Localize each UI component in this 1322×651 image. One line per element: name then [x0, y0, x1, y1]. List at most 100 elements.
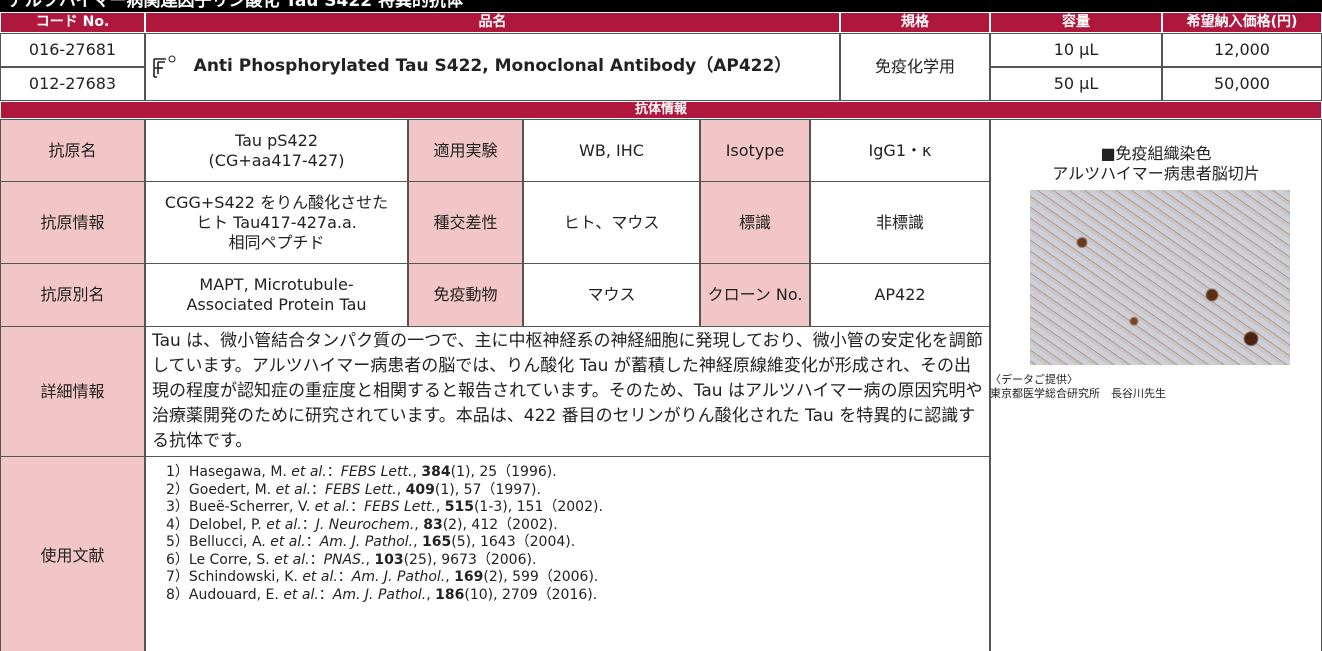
ref-volume: 169 [454, 569, 484, 585]
info-value: MAPT, Microtubule- Associated Protein Ta… [145, 263, 408, 327]
info-label: 適用実験 [408, 119, 523, 182]
figure-credit: 〈データご提供〉 東京都医学総合研究所 長谷川先生 [990, 373, 1166, 400]
grade-cell: 免疫化学用 [840, 33, 990, 101]
ref-sep: , [435, 499, 445, 515]
info-label: 抗原名 [0, 119, 145, 182]
fluor-icon [153, 55, 176, 78]
ref-volume: 186 [435, 586, 465, 603]
info-label: 免疫動物 [408, 263, 523, 327]
ref-mid: ： [311, 481, 326, 498]
ref-tail: (1), 57（1997). [434, 481, 541, 498]
info-value: 非標識 [810, 181, 990, 264]
price-cell: 50,000 [1162, 66, 1322, 101]
ref-volume: 103 [374, 551, 404, 568]
ref-volume: 83 [423, 516, 443, 533]
ref-mid: ： [301, 516, 316, 533]
info-label: クローン No. [700, 263, 810, 327]
ref-sep: , [426, 586, 436, 603]
ref-mid: ： [337, 569, 352, 585]
reference: 1）Hasegawa, M. et al.：FEBS Lett., 384(1)… [166, 464, 989, 482]
info-value: IgG1・κ [810, 119, 990, 182]
reference: 5）Bellucci, A. et al.：Am. J. Pathol., 16… [166, 534, 989, 552]
ref-etal: et al. [291, 464, 327, 480]
ref-lead: 5）Bellucci, A. [166, 534, 271, 550]
price-cell: 12,000 [1162, 33, 1322, 67]
info-value: WB, IHC [523, 119, 700, 182]
ref-tail: (10), 2709（2016). [464, 586, 598, 603]
header-cell: 容量 [990, 12, 1162, 33]
ref-sep: , [413, 534, 423, 550]
ref-lead: 6）Le Corre, S. [166, 551, 275, 568]
info-value: Tau pS422 (CG+aa417-427) [145, 119, 408, 182]
ref-journal: Am. J. Pathol. [351, 569, 446, 585]
ref-lead: 2）Goedert, M. [166, 481, 276, 498]
ref-lead: 8）Audouard, E. [166, 586, 284, 603]
reference: 2）Goedert, M. et al.：FEBS Lett., 409(1),… [166, 482, 989, 500]
reference: 4）Delobel, P. et al.：J. Neurochem., 83(2… [166, 517, 989, 535]
code-cell: 016-27681 [0, 33, 145, 67]
detail-text: Tau は、微小管結合タンパク質の一つで、主に中枢神経系の神経細胞に発現しており… [145, 326, 990, 457]
ref-tail: (2), 599（2006). [483, 569, 599, 585]
info-value: AP422 [810, 263, 990, 327]
ref-etal: et al. [270, 534, 306, 550]
reference: 7）Schindowski, K. et al.：Am. J. Pathol.,… [166, 569, 989, 587]
volume-cell: 50 μL [990, 66, 1162, 101]
ref-journal: FEBS Lett. [364, 499, 436, 515]
references: 1）Hasegawa, M. et al.：FEBS Lett., 384(1)… [145, 456, 990, 651]
ref-journal: PNAS. [323, 551, 366, 568]
info-label: 詳細情報 [0, 326, 145, 457]
ref-mid: ： [305, 534, 320, 550]
ref-tail: (2), 412（2002). [442, 516, 558, 533]
info-label: 使用文献 [0, 456, 145, 651]
info-value: ヒト、マウス [523, 181, 700, 264]
info-label: 種交差性 [408, 181, 523, 264]
reference: 8）Audouard, E. et al.：Am. J. Pathol., 18… [166, 587, 989, 605]
ref-lead: 3）Bueë-Scherrer, V. [166, 499, 315, 515]
ref-lead: 7）Schindowski, K. [166, 569, 303, 585]
info-label: Isotype [700, 119, 810, 182]
ref-journal: J. Neurochem. [315, 516, 415, 533]
ref-journal: Am. J. Pathol. [319, 534, 414, 550]
ref-etal: et al. [274, 551, 310, 568]
info-label: 抗原別名 [0, 263, 145, 327]
ref-etal: et al. [283, 586, 319, 603]
ref-journal: FEBS Lett. [325, 481, 397, 498]
info-label: 標識 [700, 181, 810, 264]
header-cell: コード No. [0, 12, 145, 33]
ref-tail: (1-3), 151（2002). [473, 499, 603, 515]
ref-journal: Am. J. Pathol. [332, 586, 427, 603]
header-cell: 規格 [840, 12, 990, 33]
ref-lead: 4）Delobel, P. [166, 516, 267, 533]
ref-volume: 409 [405, 481, 435, 498]
info-value: マウス [523, 263, 700, 327]
ref-sep: , [396, 481, 406, 498]
name-cell: Anti Phosphorylated Tau S422, Monoclonal… [145, 33, 840, 101]
ref-volume: 165 [422, 534, 452, 550]
figure-caption: ■免疫組織染色 アルツハイマー病患者脳切片 [1052, 144, 1260, 183]
code-cell: 012-27683 [0, 66, 145, 101]
ref-tail: (5), 1643（2004). [451, 534, 576, 550]
reference: 3）Bueë-Scherrer, V. et al.：FEBS Lett., 5… [166, 499, 989, 517]
ref-journal: FEBS Lett. [340, 464, 413, 480]
ref-etal: et al. [275, 481, 312, 498]
ref-volume: 384 [421, 464, 451, 480]
info-value: CGG+S422 をりん酸化させた ヒト Tau417-427a.a. 相同ペプ… [145, 181, 408, 264]
header-cell: 品名 [145, 12, 840, 33]
ref-mid: ： [326, 464, 341, 480]
ref-mid: ： [318, 586, 333, 603]
ref-volume: 515 [444, 499, 474, 515]
ref-sep: , [365, 551, 375, 568]
ref-lead: 1）Hasegawa, M. [166, 464, 292, 480]
ref-sep: , [412, 464, 422, 480]
info-label: 抗原情報 [0, 181, 145, 264]
reference: 6）Le Corre, S. et al.：PNAS., 103(25), 96… [166, 552, 989, 570]
ref-tail: (1), 25（1996). [450, 464, 557, 480]
ref-etal: et al. [266, 516, 302, 533]
ref-tail: (25), 9673（2006). [403, 551, 537, 568]
ref-sep: , [445, 569, 455, 585]
section-heading: 抗体情報 [0, 101, 1322, 119]
ref-sep: , [414, 516, 424, 533]
ref-mid: ： [350, 499, 365, 515]
ref-etal: et al. [314, 499, 351, 515]
